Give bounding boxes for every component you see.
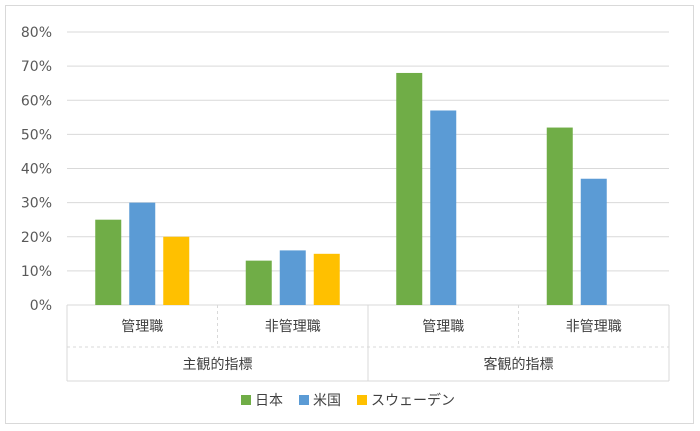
category-label: 管理職 xyxy=(422,319,464,335)
legend-label: 日本 xyxy=(255,393,283,409)
chart-frame xyxy=(5,5,694,424)
group-label: 客観的指標 xyxy=(484,356,554,373)
y-tick-label: 0% xyxy=(30,298,52,314)
y-tick-label: 50% xyxy=(21,127,52,143)
bar-0-2 xyxy=(396,72,423,305)
bar-1-0 xyxy=(129,202,156,305)
category-label: 管理職 xyxy=(121,319,163,335)
y-tick-label: 80% xyxy=(21,25,52,41)
y-tick-label: 70% xyxy=(21,59,52,75)
legend-label: スウェーデン xyxy=(371,392,455,409)
legend-swatch xyxy=(357,395,367,405)
bar-0-3 xyxy=(546,127,573,305)
bar-0-0 xyxy=(95,219,122,305)
bar-1-2 xyxy=(430,110,457,305)
category-label: 非管理職 xyxy=(265,319,321,335)
y-tick-label: 10% xyxy=(21,264,52,280)
bar-2-1 xyxy=(313,253,340,305)
legend-swatch xyxy=(299,395,309,405)
bar-0-1 xyxy=(245,260,272,305)
category-label: 非管理職 xyxy=(566,319,622,335)
y-tick-label: 60% xyxy=(21,93,52,109)
legend-label: 米国 xyxy=(313,393,341,409)
y-tick-label: 20% xyxy=(21,230,52,246)
bar-1-3 xyxy=(580,178,607,305)
bar-2-0 xyxy=(163,236,190,305)
y-tick-label: 40% xyxy=(21,162,52,178)
y-tick-label: 30% xyxy=(21,196,52,212)
group-label: 主観的指標 xyxy=(183,356,253,373)
bar-1-1 xyxy=(279,250,306,305)
legend-swatch xyxy=(241,395,251,405)
